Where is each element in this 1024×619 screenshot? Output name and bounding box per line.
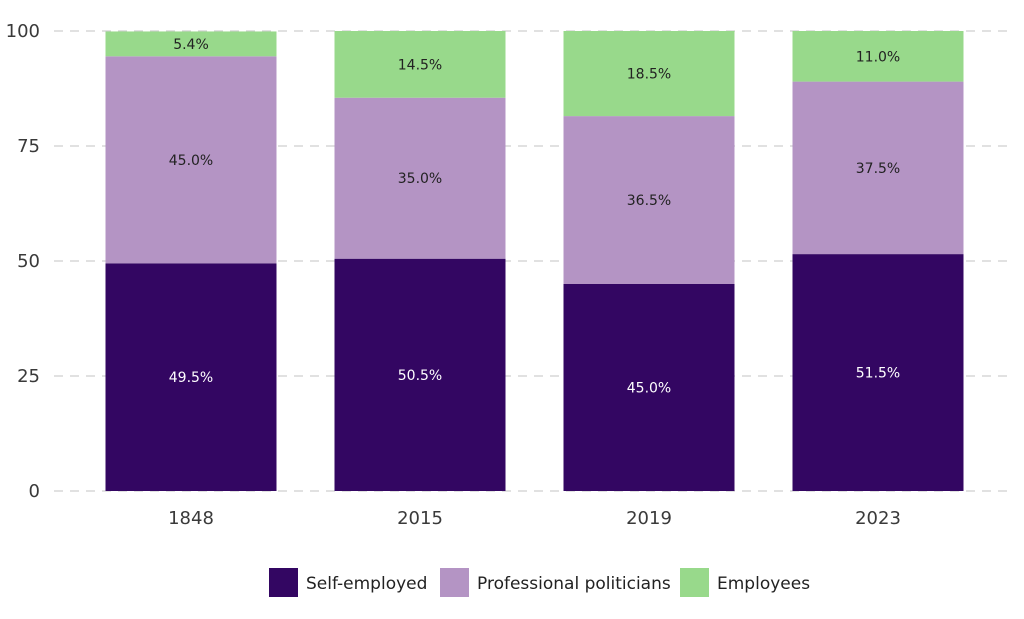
y-axis: 0 25 50 75 100 bbox=[6, 21, 40, 502]
data-label: 49.5% bbox=[169, 370, 213, 386]
bar-segment-employees-2015 bbox=[334, 31, 506, 98]
data-label: 45.0% bbox=[627, 381, 671, 397]
x-axis: 1848 2015 2019 2023 bbox=[168, 508, 901, 529]
bar-segment-professional-politicians-2019 bbox=[563, 116, 735, 284]
bar-segment-self-employed-2023 bbox=[792, 254, 964, 491]
x-tick-label: 2019 bbox=[626, 508, 672, 529]
data-label: 45.0% bbox=[169, 153, 213, 169]
legend-item-self-employed: Self-employed bbox=[269, 568, 427, 597]
data-label: 5.4% bbox=[173, 37, 209, 53]
bar-segment-professional-politicians-2023 bbox=[792, 81, 964, 255]
bar-segment-professional-politicians-2015 bbox=[334, 97, 506, 259]
bar-layer: 49.5% 45.0% 5.4% 50.5% 35.0% 14.5% 45.0% 36.5% 1… bbox=[105, 31, 964, 491]
y-tick-label: 50 bbox=[17, 251, 40, 272]
data-label: 50.5% bbox=[398, 368, 442, 384]
legend-swatch bbox=[680, 568, 709, 597]
bar-stack-2015: 50.5% 35.0% 14.5% bbox=[334, 31, 506, 491]
bar-segment-self-employed-2019 bbox=[563, 284, 735, 491]
data-label: 35.0% bbox=[398, 171, 442, 187]
data-label: 18.5% bbox=[627, 67, 671, 83]
data-label: 36.5% bbox=[627, 193, 671, 209]
bar-segment-professional-politicians-1848 bbox=[105, 56, 277, 264]
legend-item-employees: Employees bbox=[680, 568, 810, 597]
bar-segment-self-employed-1848 bbox=[105, 263, 277, 491]
x-tick-label: 1848 bbox=[168, 508, 214, 529]
bar-segment-employees-2019 bbox=[563, 31, 735, 117]
y-tick-label: 25 bbox=[17, 366, 40, 387]
bar-stack-1848: 49.5% 45.0% 5.4% bbox=[105, 31, 277, 491]
data-label: 37.5% bbox=[856, 161, 900, 177]
legend-swatch bbox=[440, 568, 469, 597]
legend-item-professional-politicians: Professional politicians bbox=[440, 568, 671, 597]
x-tick-label: 2023 bbox=[855, 508, 901, 529]
legend-swatch bbox=[269, 568, 298, 597]
y-tick-label: 75 bbox=[17, 136, 40, 157]
x-tick-label: 2015 bbox=[397, 508, 443, 529]
legend-label: Self-employed bbox=[306, 574, 427, 594]
legend-label: Professional politicians bbox=[477, 574, 671, 594]
bar-segment-employees-1848 bbox=[105, 31, 277, 57]
y-tick-label: 100 bbox=[6, 21, 40, 42]
bar-stack-2023: 51.5% 37.5% 11.0% bbox=[792, 31, 964, 491]
data-label: 14.5% bbox=[398, 57, 442, 73]
legend: Self-employed Professional politicians Emp… bbox=[269, 568, 810, 597]
bar-segment-self-employed-2015 bbox=[334, 258, 506, 491]
bar-stack-2019: 45.0% 36.5% 18.5% bbox=[563, 31, 735, 491]
y-tick-label: 0 bbox=[29, 481, 40, 502]
legend-label: Employees bbox=[717, 574, 810, 594]
data-label: 11.0% bbox=[856, 49, 900, 65]
bar-segment-employees-2023 bbox=[792, 31, 964, 82]
data-label: 51.5% bbox=[856, 366, 900, 382]
